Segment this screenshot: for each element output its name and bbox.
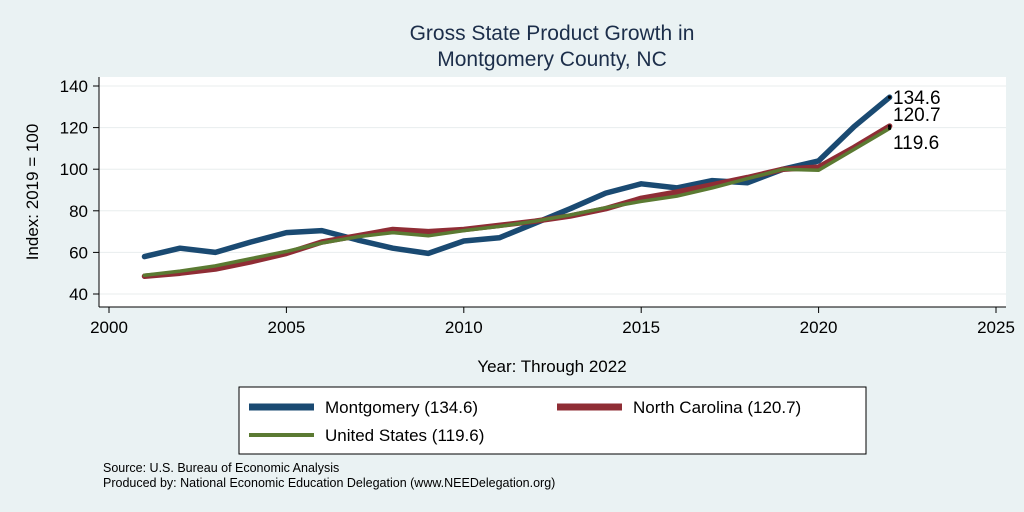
end-label: 120.7 [893, 105, 941, 126]
x-tick-label: 2020 [800, 318, 838, 337]
legend: Montgomery (134.6) North Carolina (120.7)… [238, 386, 867, 455]
y-tick-label: 60 [69, 243, 88, 262]
x-tick-label: 2025 [977, 318, 1015, 337]
legend-label: Montgomery (134.6) [325, 398, 478, 417]
y-tick-label: 120 [60, 119, 88, 138]
end-marker [887, 124, 892, 128]
plot-area [99, 77, 1006, 307]
x-tick-label: 2005 [267, 318, 305, 337]
source-note: Source: U.S. Bureau of Economic Analysis [103, 461, 339, 475]
grid-lines [99, 85, 1006, 295]
y-tick-label: 80 [69, 202, 88, 221]
legend-label: United States (119.6) [325, 426, 484, 445]
legend-box [238, 386, 867, 455]
series-lines [141, 94, 893, 280]
end-marker [887, 126, 892, 131]
x-tick-label: 2015 [622, 318, 660, 337]
chart-title: Gross State Product Growth in [410, 22, 695, 45]
legend-label: North Carolina (120.7) [633, 398, 801, 417]
chart-subtitle: Montgomery County, NC [437, 48, 667, 71]
x-axis-title: Year: Through 2022 [477, 357, 626, 376]
y-tick-label: 140 [60, 77, 88, 96]
axis-ticks: 40 60 80 100 120 140 2000 2005 2010 2015 2020 2025 [60, 77, 1015, 337]
produced-by-note: Produced by: National Economic Education… [103, 476, 555, 490]
y-tick-label: 40 [69, 285, 88, 304]
end-label: 134.6 [893, 88, 941, 109]
end-marker [887, 95, 892, 99]
x-tick-label: 2000 [90, 318, 128, 337]
series-line-3 [142, 126, 892, 278]
end-label: 119.6 [893, 133, 939, 154]
x-tick-label: 2010 [445, 318, 483, 337]
y-tick-label: 100 [60, 160, 88, 179]
y-axis-title: Index: 2019 = 100 [23, 124, 42, 261]
